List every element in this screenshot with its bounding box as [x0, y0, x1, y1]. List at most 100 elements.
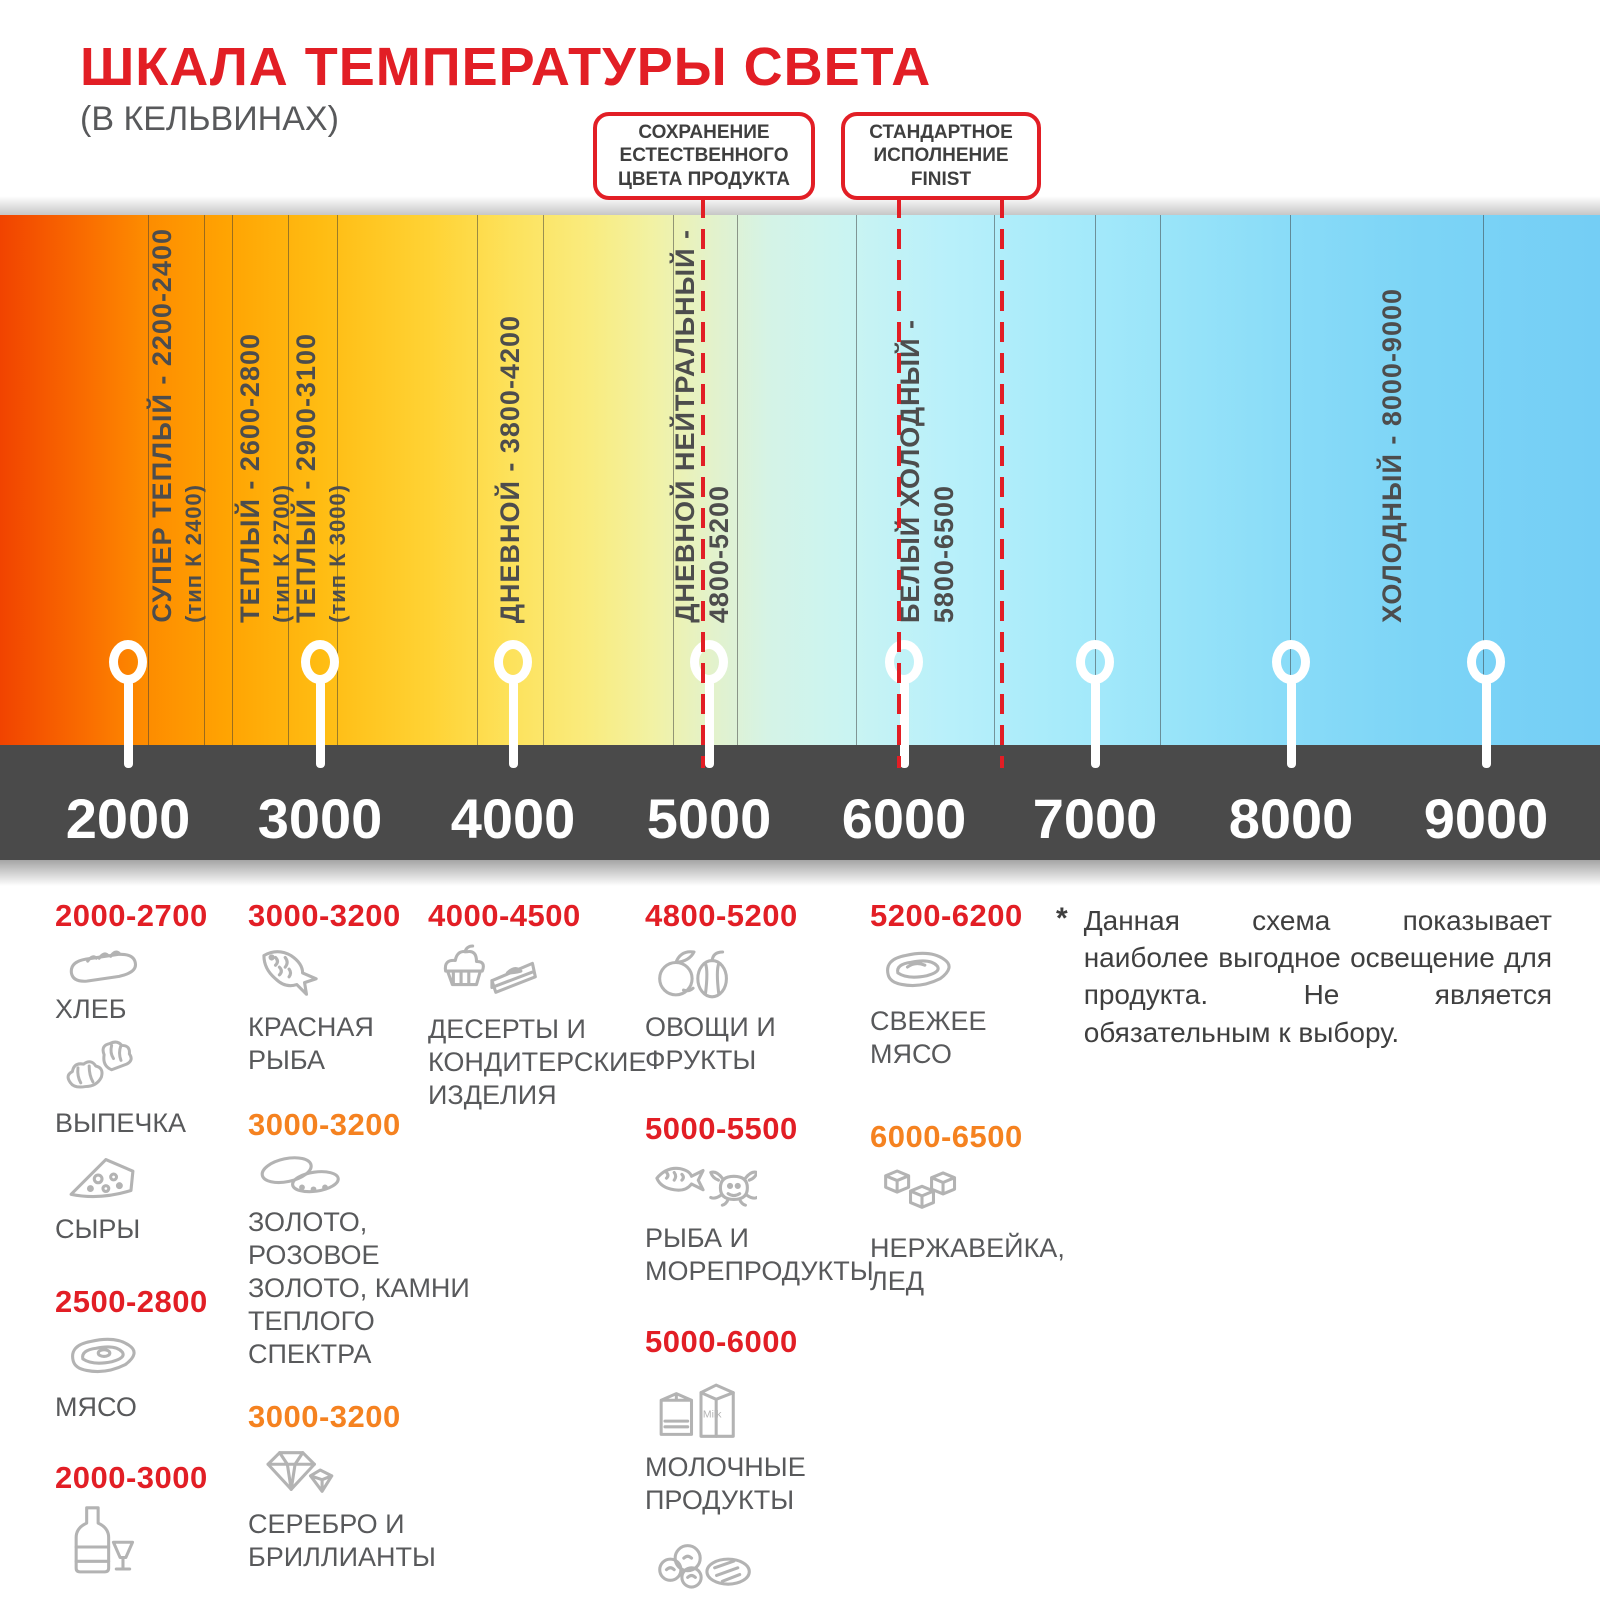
item-label: СЫРЫ [55, 1213, 141, 1244]
natural-color-marker-line [701, 198, 705, 768]
page-subtitle: (В КЕЛЬВИНАХ) [80, 100, 339, 138]
legend-group: 3000-3200 КРАСНАЯ РЫБА [248, 898, 493, 1077]
band-label-warm-3000: ТЕПЛЫЙ - 2900-3100 (тип К 3000) [291, 215, 351, 623]
scale-axis-band [0, 745, 1600, 860]
band-label-sub: (тип К 2400) [181, 484, 206, 623]
desserts-icon [436, 942, 643, 1009]
pastry-icon [63, 1034, 250, 1103]
legend-group: 5000-5500 РЫБА И МОРЕПРОДУКТЫ [645, 1111, 945, 1288]
cheese-icon [63, 1148, 250, 1209]
pin-head [301, 640, 339, 684]
frozen-icon [653, 1531, 945, 1598]
pin-stem [508, 680, 518, 768]
fresh-meat-icon [878, 942, 1070, 1001]
band-gridline [543, 215, 544, 745]
legend-group: 3000-3200 ЗОЛОТО, РОЗОВОЕ ЗОЛОТО, КАМНИ … [248, 1107, 493, 1371]
finist-marker-line-left [897, 198, 901, 768]
pin-stem [704, 680, 714, 768]
tick-value: 2000 [65, 787, 191, 850]
legend-item: СВЕЖЕЕ МЯСО [870, 942, 1070, 1071]
band-gridline [737, 215, 738, 745]
tick-value: 5000 [646, 787, 772, 850]
band-label-text: ДНЕВНОЙ - 3800-4200 [495, 314, 525, 623]
dairy-icon: Milk [653, 1368, 945, 1447]
band-label-text: ДНЕВНОЙ НЕЙТРАЛЬНЫЙ - [670, 229, 700, 623]
band-gridline [856, 215, 857, 745]
gold-rings-icon [256, 1151, 493, 1202]
page-title: ШКАЛА ТЕМПЕРАТУРЫ СВЕТА [80, 37, 932, 97]
pin-head [494, 640, 532, 684]
item-label: СВЕЖЕЕ МЯСО [870, 1006, 987, 1069]
pin-head [885, 640, 923, 684]
tick-value: 8000 [1228, 787, 1354, 850]
pin-head [1076, 640, 1114, 684]
legend-group: 6000-6500 НЕРЖАВЕЙКА, ЛЕД [870, 1119, 1070, 1298]
alcohol-icon [63, 1504, 250, 1595]
band-label-daylight: ДНЕВНОЙ - 3800-4200 [495, 215, 526, 623]
legend-column-5: 5200-6200 СВЕЖЕЕ МЯСО 6000-6500 НЕРЖАВЕЙ… [870, 898, 1070, 1304]
band-gridline [994, 215, 995, 745]
finist-marker-line-right [1000, 198, 1004, 768]
legend-column-1: 2000-2700 ХЛЕБ ВЫПЕЧКА СЫРЫ 250 [55, 898, 250, 1600]
band-gridline [1483, 215, 1484, 745]
tick-value: 9000 [1423, 787, 1549, 850]
range-label: 3000-3200 [248, 1398, 401, 1434]
callout-natural-color: СОХРАНЕНИЕ ЕСТЕСТВЕННОГО ЦВЕТА ПРОДУКТА [593, 112, 815, 200]
tick-value: 6000 [841, 787, 967, 850]
legend-group: 5200-6200 СВЕЖЕЕ МЯСО [870, 898, 1070, 1071]
band-label-warm-2700: ТЕПЛЫЙ - 2600-2800 (тип К 2700) [235, 215, 295, 623]
legend-group: 2500-2800 МЯСО [55, 1284, 250, 1424]
legend-group: 4800-5200 ОВОЩИ И ФРУКТЫ [645, 898, 945, 1077]
band-gridline [1160, 215, 1161, 745]
legend-item: КРАСНАЯ РЫБА [248, 942, 493, 1077]
legend-group: 2000-2700 ХЛЕБ ВЫПЕЧКА СЫРЫ [55, 898, 250, 1246]
pin-head [1467, 640, 1505, 684]
range-label: 2000-2700 [55, 898, 208, 933]
band-gridline [204, 215, 205, 745]
seafood-icon [653, 1155, 945, 1218]
pin-head [1272, 640, 1310, 684]
legend-item: НЕРЖАВЕЙКА, ЛЕД [870, 1163, 1070, 1298]
range-label: 2000-3000 [55, 1459, 208, 1495]
legend-column-4: 4800-5200 ОВОЩИ И ФРУКТЫ 5000-5500 РЫБА … [645, 898, 945, 1600]
legend-item: ОВОЩИ И ФРУКТЫ [645, 942, 945, 1077]
band-label-white-cold: БЕЛЫЙ ХОЛОДНЫЙ - 5800-6500 [895, 215, 960, 623]
legend-item: МЯСО [55, 1328, 250, 1424]
band-gridline [337, 215, 338, 745]
band-label-sub: (тип К 3000) [325, 484, 350, 623]
pin-stem [1286, 680, 1296, 768]
pin-head [690, 640, 728, 684]
band-label-super-warm: СУПЕР ТЕПЛЫЙ - 2200-2400 (тип К 2400) [147, 215, 207, 623]
pin-head [109, 640, 147, 684]
legend-item: ВЫПЕЧКА [55, 1034, 250, 1140]
legend-group: 3000-3200 СЕРЕБРО И БРИЛЛИАНТЫ [248, 1399, 493, 1574]
diamonds-icon [256, 1443, 493, 1504]
kelvin-gradient-band [0, 215, 1600, 745]
legend-item: Milk МОЛОЧНЫЕ ПРОДУКТЫ [645, 1368, 945, 1517]
band-gridline [232, 215, 233, 745]
pin-stem [1090, 680, 1100, 768]
band-gridline [1095, 215, 1096, 745]
bottom-shadow-strip [0, 860, 1600, 886]
item-label: КРАСНАЯ РЫБА [248, 1012, 374, 1075]
footnote: * Данная схема показывает наиболее выгод… [1056, 902, 1552, 1051]
footnote-marker: * [1056, 902, 1068, 935]
band-label-text: ТЕПЛЫЙ - 2900-3100 [291, 333, 321, 623]
bread-icon [63, 942, 250, 989]
legend-group: 2000-3000 АКОГОЛЬ [55, 1460, 250, 1600]
range-label: 6000-6500 [870, 1118, 1023, 1154]
legend-item: ХЛЕБ [55, 942, 250, 1026]
band-label-text: ХОЛОДНЫЙ - 8000-9000 [1377, 288, 1407, 623]
item-label: МЯСО [55, 1391, 137, 1422]
legend-column-3: 4000-4500 ДЕСЕРТЫ И КОНДИТЕРСКИЕ ИЗДЕЛИЯ [428, 898, 646, 1118]
legend-item: ДЕСЕРТЫ И КОНДИТЕРСКИЕ ИЗДЕЛИЯ [428, 942, 646, 1112]
item-label: РЫБА И МОРЕПРОДУКТЫ [645, 1222, 874, 1286]
tick-value: 7000 [1032, 787, 1158, 850]
band-gridline [288, 215, 289, 745]
range-label: 5200-6200 [870, 898, 1023, 933]
item-label: ЗОЛОТО, РОЗОВОЕ ЗОЛОТО, КАМНИ ТЕПЛОГО СП… [248, 1206, 470, 1369]
legend-group: 4000-4500 ДЕСЕРТЫ И КОНДИТЕРСКИЕ ИЗДЕЛИЯ [428, 898, 646, 1112]
top-shadow-strip [0, 196, 1600, 215]
footnote-text: Данная схема показывает наиболее выгодно… [1083, 905, 1552, 1048]
